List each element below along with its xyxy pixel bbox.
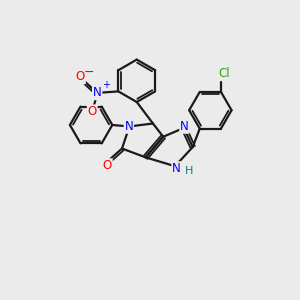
Text: O: O: [103, 159, 112, 172]
Text: O: O: [76, 70, 85, 83]
Text: N: N: [124, 120, 133, 133]
Text: H: H: [185, 166, 193, 176]
Text: Cl: Cl: [219, 67, 230, 80]
Text: +: +: [102, 80, 110, 90]
Text: −: −: [84, 66, 94, 80]
Text: N: N: [172, 162, 181, 175]
Text: N: N: [180, 120, 189, 133]
Text: N: N: [93, 86, 102, 99]
Text: O: O: [88, 105, 97, 118]
